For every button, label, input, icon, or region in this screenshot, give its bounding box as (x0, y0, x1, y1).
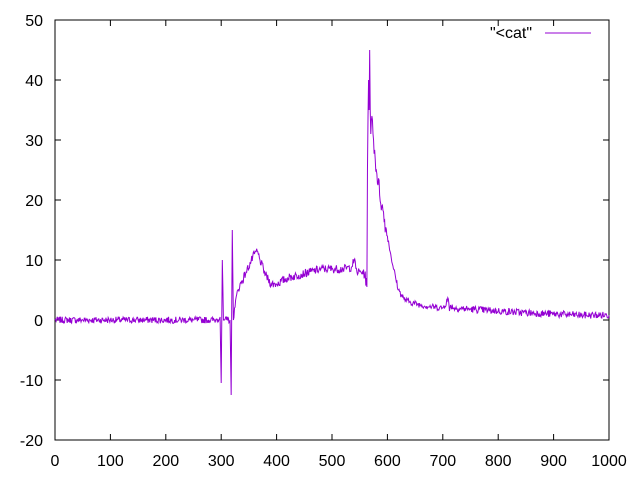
x-tick-labels: 0 100 200 300 400 500 600 700 800 900 1000 (51, 453, 627, 470)
legend: "<cat" (490, 25, 591, 42)
x-tick-label: 600 (374, 453, 401, 470)
y-tick-label: 30 (25, 133, 43, 150)
x-tick-label: 900 (540, 453, 567, 470)
series-line (54, 49, 610, 396)
x-tick-label: 700 (429, 453, 456, 470)
y-tick-label: 50 (25, 13, 43, 30)
plot-frame (54, 19, 610, 441)
x-tick-label: 500 (319, 453, 346, 470)
x-tick-label: 300 (208, 453, 235, 470)
legend-label: "<cat" (490, 25, 532, 42)
y-tick-label: 10 (25, 253, 43, 270)
x-tick-label: 0 (51, 453, 60, 470)
y-tick-label: -10 (20, 373, 43, 390)
ticks (54, 19, 610, 441)
y-tick-label: 0 (34, 313, 43, 330)
y-tick-label: 40 (25, 73, 43, 90)
x-tick-label: 200 (152, 453, 179, 470)
y-tick-label: -20 (20, 433, 43, 450)
x-tick-label: 100 (97, 453, 124, 470)
y-tick-labels: -20 -10 0 10 20 30 40 50 (20, 13, 43, 450)
x-tick-label: 800 (485, 453, 512, 470)
y-tick-label: 20 (25, 193, 43, 210)
x-tick-label: 1000 (591, 453, 627, 470)
x-tick-label: 400 (263, 453, 290, 470)
